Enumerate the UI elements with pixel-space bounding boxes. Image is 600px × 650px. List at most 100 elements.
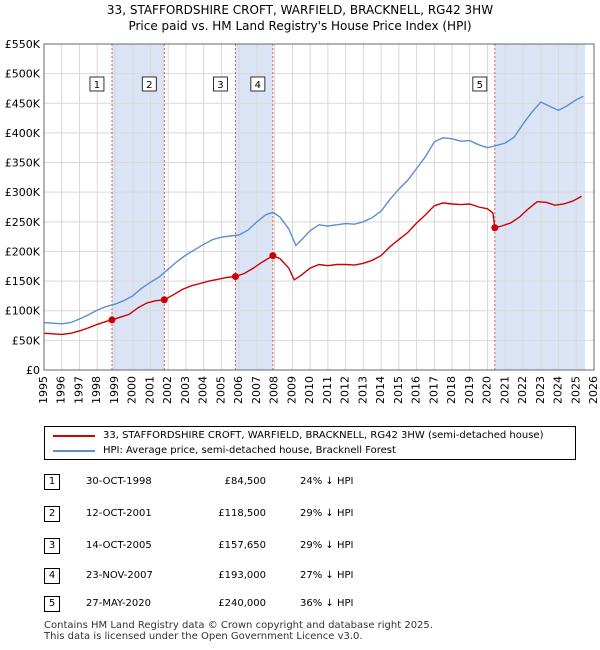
sale-label: 2 xyxy=(146,80,152,91)
sale-label-box xyxy=(472,76,488,92)
x-tick-label: 2017 xyxy=(427,376,440,404)
transaction-price: £240,000 xyxy=(218,598,266,609)
x-tick-label: 2008 xyxy=(268,376,281,404)
y-tick-label: £200K xyxy=(5,245,41,258)
transaction-hpi: 29% ↓ HPI xyxy=(300,540,354,551)
transaction-number: 3 xyxy=(44,538,60,554)
sale-point xyxy=(108,316,116,324)
x-tick-label: 2012 xyxy=(339,376,352,404)
sale-label: 3 xyxy=(217,80,223,91)
hpi-line xyxy=(43,95,584,325)
x-tick-label: 2009 xyxy=(285,376,298,404)
transaction-row: 5 27-MAY-2020 £240,000 36% ↓ HPI xyxy=(0,594,600,614)
ownership-shade xyxy=(235,44,273,370)
transaction-hpi: 24% ↓ HPI xyxy=(300,476,354,487)
x-tick-label: 2006 xyxy=(232,376,245,404)
transaction-price: £193,000 xyxy=(218,570,266,581)
legend: 33, STAFFORDSHIRE CROFT, WARFIELD, BRACK… xyxy=(44,426,576,460)
y-tick-label: £50K xyxy=(12,334,41,347)
y-tick-label: £500K xyxy=(5,68,41,81)
x-tick-label: 1998 xyxy=(90,376,103,404)
sale-point xyxy=(231,273,239,281)
footer: Contains HM Land Registry data © Crown c… xyxy=(44,620,433,642)
x-tick-label: 2021 xyxy=(498,376,511,404)
x-tick-label: 2002 xyxy=(161,376,174,404)
sale-label-box xyxy=(250,76,266,92)
y-tick-label: £150K xyxy=(5,275,41,288)
x-tick-label: 2000 xyxy=(126,376,139,404)
y-tick-label: £400K xyxy=(5,127,41,140)
y-tick-label: £550K xyxy=(5,38,41,51)
sale-label: 1 xyxy=(94,80,100,91)
transaction-date: 27-MAY-2020 xyxy=(86,598,152,609)
x-tick-label: 2026 xyxy=(587,376,600,404)
x-tick-label: 2025 xyxy=(569,376,582,404)
x-tick-label: 1999 xyxy=(108,376,121,404)
x-tick-label: 2014 xyxy=(374,376,387,404)
legend-label-property: 33, STAFFORDSHIRE CROFT, WARFIELD, BRACK… xyxy=(103,430,544,441)
y-tick-label: £100K xyxy=(5,305,41,318)
transaction-date: 23-NOV-2007 xyxy=(86,570,153,581)
chart-title: 33, STAFFORDSHIRE CROFT, WARFIELD, BRACK… xyxy=(106,3,494,17)
transaction-price: £157,650 xyxy=(218,540,266,551)
y-tick-label: £0 xyxy=(26,364,40,377)
x-tick-label: 1997 xyxy=(72,376,85,404)
legend-swatch-property xyxy=(53,435,95,437)
transaction-date: 12-OCT-2001 xyxy=(86,508,152,519)
transaction-number: 5 xyxy=(44,596,60,612)
transaction-row: 4 23-NOV-2007 £193,000 27% ↓ HPI xyxy=(0,566,600,586)
transaction-hpi: 27% ↓ HPI xyxy=(300,570,354,581)
transaction-row: 1 30-OCT-1998 £84,500 24% ↓ HPI xyxy=(0,472,600,492)
x-tick-label: 2015 xyxy=(392,376,405,404)
x-tick-label: 2013 xyxy=(356,376,369,404)
x-tick-label: 2010 xyxy=(303,376,316,404)
property-price-line xyxy=(43,195,582,336)
transaction-row: 2 12-OCT-2001 £118,500 29% ↓ HPI xyxy=(0,504,600,524)
sale-point xyxy=(269,252,277,260)
footer-copyright: Contains HM Land Registry data © Crown c… xyxy=(44,620,433,631)
sale-label: 5 xyxy=(477,80,483,91)
price-chart: 1 2 3 4 5 £0 £50K £100K £150K £200K £250K £300K £35… xyxy=(5,38,600,404)
plot-frame xyxy=(43,43,595,371)
ownership-shade xyxy=(494,44,586,370)
x-tick-label: 2019 xyxy=(463,376,476,404)
sale-label-box xyxy=(141,76,157,92)
transaction-price: £84,500 xyxy=(224,476,266,487)
transaction-number: 1 xyxy=(44,474,60,490)
transaction-date: 30-OCT-1998 xyxy=(86,476,152,487)
x-tick-label: 2001 xyxy=(143,376,156,404)
y-tick-label: £250K xyxy=(5,216,41,229)
footer-license: This data is licensed under the Open Gov… xyxy=(44,631,363,642)
sale-label: 4 xyxy=(255,80,261,91)
x-tick-label: 2023 xyxy=(534,376,547,404)
x-tick-label: 2018 xyxy=(445,376,458,404)
legend-label-hpi: HPI: Average price, semi-detached house,… xyxy=(103,445,396,456)
x-tick-label: 1996 xyxy=(55,376,68,404)
y-tick-label: £450K xyxy=(5,97,41,110)
sale-point xyxy=(491,224,499,232)
transaction-row: 3 14-OCT-2005 £157,650 29% ↓ HPI xyxy=(0,536,600,556)
ownership-shade xyxy=(111,44,165,370)
transaction-number: 2 xyxy=(44,506,60,522)
x-tick-label: 2020 xyxy=(481,376,494,404)
x-tick-label: 2004 xyxy=(197,376,210,404)
legend-swatch-hpi xyxy=(53,450,95,452)
y-tick-label: £300K xyxy=(5,186,41,199)
x-tick-label: 1995 xyxy=(37,376,50,404)
transaction-number: 4 xyxy=(44,568,60,584)
x-tick-label: 2011 xyxy=(321,376,334,404)
sale-label-box xyxy=(213,76,228,92)
transaction-hpi: 29% ↓ HPI xyxy=(300,508,354,519)
y-tick-label: £350K xyxy=(5,157,41,170)
chart-subtitle: Price paid vs. HM Land Registry's House … xyxy=(128,19,472,33)
x-tick-label: 2016 xyxy=(410,376,423,404)
x-tick-label: 2007 xyxy=(250,376,263,404)
sale-point xyxy=(160,296,168,304)
sale-label-box xyxy=(89,76,105,92)
x-tick-label: 2005 xyxy=(214,376,227,404)
x-tick-label: 2024 xyxy=(552,376,565,404)
x-tick-label: 2003 xyxy=(179,376,192,404)
x-tick-label: 2022 xyxy=(516,376,529,404)
transaction-date: 14-OCT-2005 xyxy=(86,540,152,551)
transaction-hpi: 36% ↓ HPI xyxy=(300,598,354,609)
